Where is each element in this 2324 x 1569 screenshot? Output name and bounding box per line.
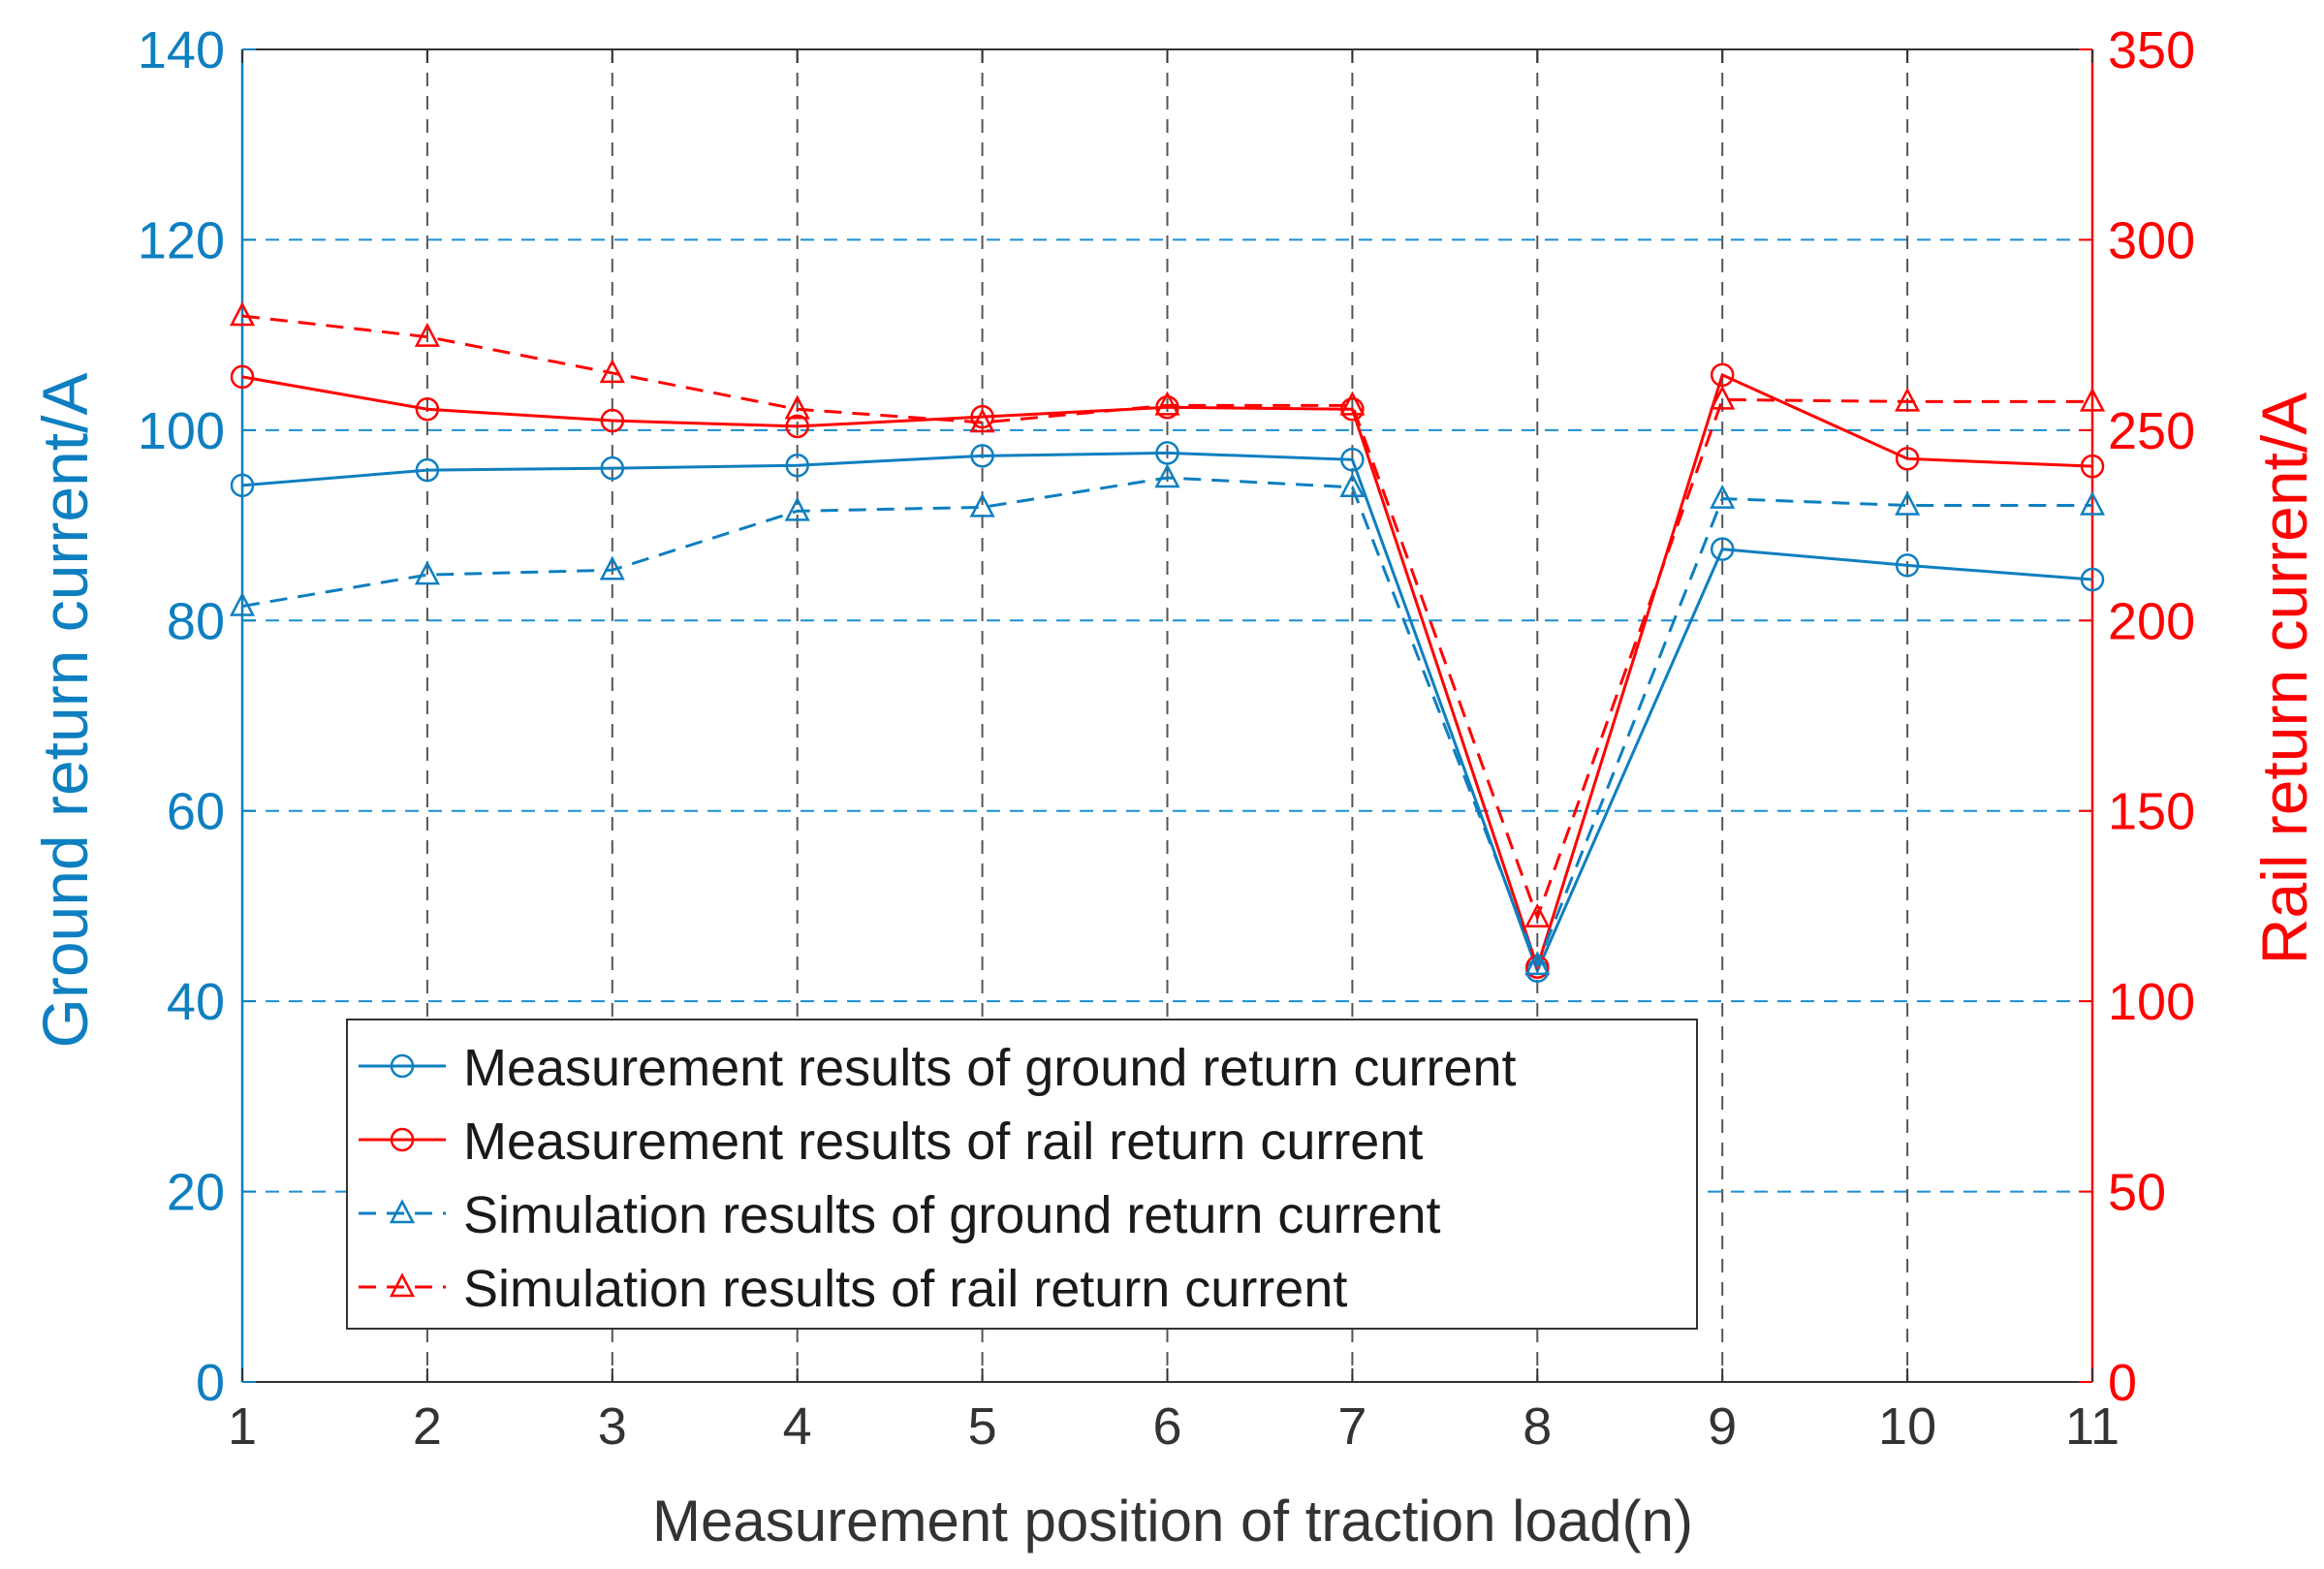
left-y-tick-label: 80 — [167, 592, 225, 650]
circle-marker — [1525, 955, 1550, 980]
right-y-tick-label: 50 — [2108, 1164, 2166, 1222]
triangle-marker — [389, 1199, 416, 1224]
triangle-marker — [2079, 387, 2106, 412]
circle-marker — [2080, 454, 2105, 479]
triangle-marker — [1154, 463, 1180, 488]
circle-marker — [1340, 397, 1365, 422]
circle-marker — [970, 444, 994, 468]
right-y-tick-label: 350 — [2108, 21, 2195, 79]
circle-marker — [785, 453, 809, 478]
circle-marker — [1895, 447, 1920, 471]
series-line — [241, 372, 2093, 972]
series — [229, 301, 2106, 983]
circle-marker — [230, 473, 255, 498]
triangle-marker — [599, 555, 625, 581]
legend-label: Measurement results of ground return cur… — [463, 1039, 1517, 1097]
circle-marker — [785, 414, 809, 439]
x-tick-label: 3 — [598, 1397, 627, 1456]
triangle-marker — [2079, 490, 2106, 516]
triangle-marker — [784, 496, 810, 521]
triangle-marker — [1895, 387, 1921, 412]
right-y-tick-label: 200 — [2108, 592, 2195, 650]
circle-marker — [415, 457, 440, 483]
circle-marker — [390, 1127, 415, 1152]
axes: 1 2 3 4 5 6 7 8 9 10 11020406080100120140050100150… — [138, 21, 2195, 1456]
legend-label: Simulation results of rail return curren… — [463, 1260, 1347, 1318]
triangle-marker — [229, 301, 256, 327]
series-3 — [229, 463, 2106, 976]
x-tick-label: 9 — [1708, 1397, 1737, 1456]
left-y-axis-label: Ground return current/A — [29, 373, 101, 1049]
triangle-marker — [784, 394, 810, 420]
circle-marker — [1710, 537, 1735, 561]
right-y-tick-label: 100 — [2108, 973, 2195, 1031]
triangle-marker — [414, 322, 440, 347]
right-y-axis-label: Rail return current/A — [2248, 392, 2320, 965]
series-2 — [230, 362, 2105, 980]
circle-marker — [600, 455, 625, 481]
legend-label: Measurement results of rail return curre… — [463, 1113, 1423, 1171]
triangle-marker — [1895, 490, 1921, 516]
right-y-tick-label: 250 — [2108, 402, 2195, 460]
left-y-tick-label: 0 — [196, 1354, 225, 1412]
left-y-tick-label: 140 — [138, 21, 225, 79]
left-y-tick-label: 60 — [167, 783, 225, 841]
triangle-marker — [1154, 391, 1180, 416]
series-4 — [229, 301, 2106, 927]
x-tick-label: 10 — [1878, 1397, 1936, 1456]
legend-box — [346, 1019, 1698, 1330]
x-tick-label: 4 — [783, 1397, 812, 1456]
triangle-marker — [969, 492, 995, 518]
right-y-tick-label: 300 — [2108, 211, 2195, 269]
x-axis-label: Measurement position of traction load(n) — [652, 1489, 1693, 1553]
triangle-marker — [599, 359, 625, 384]
series-line — [241, 451, 2093, 975]
x-tick-label: 5 — [968, 1397, 997, 1456]
triangle-marker — [969, 408, 995, 433]
triangle-marker — [389, 1272, 416, 1298]
legend: Measurement results of ground return cur… — [346, 1019, 1698, 1330]
circle-marker — [2080, 567, 2105, 592]
right-y-tick-label: 0 — [2108, 1354, 2137, 1412]
triangle-marker — [1524, 903, 1551, 927]
x-tick-label: 11 — [2065, 1397, 2120, 1456]
circle-marker — [230, 364, 255, 390]
right-y-tick-label: 150 — [2108, 783, 2195, 841]
circle-marker — [1155, 395, 1179, 420]
triangle-marker — [1339, 391, 1366, 416]
triangle-marker — [1524, 951, 1551, 976]
triangle-marker — [1710, 484, 1736, 509]
circle-marker — [415, 397, 440, 422]
left-y-tick-label: 20 — [167, 1164, 225, 1222]
grid — [242, 49, 2092, 1382]
circle-marker — [390, 1053, 415, 1079]
circle-marker — [600, 408, 625, 433]
triangle-marker — [1339, 473, 1366, 498]
triangle-marker — [1710, 385, 1736, 410]
left-y-tick-label: 120 — [138, 211, 225, 269]
x-tick-label: 6 — [1152, 1397, 1181, 1456]
series-line — [241, 314, 2092, 923]
x-tick-label: 2 — [413, 1397, 442, 1456]
circle-marker — [1895, 553, 1920, 578]
series-line — [241, 476, 2092, 969]
x-tick-label: 1 — [228, 1397, 257, 1456]
left-y-tick-label: 40 — [167, 973, 225, 1031]
legend-label: Simulation results of ground return curr… — [463, 1186, 1441, 1244]
x-tick-label: 7 — [1337, 1397, 1366, 1456]
circle-marker — [1340, 448, 1365, 472]
triangle-marker — [229, 591, 256, 616]
triangle-marker — [414, 560, 440, 585]
circle-marker — [970, 404, 994, 429]
left-y-tick-label: 100 — [138, 402, 225, 460]
x-tick-label: 8 — [1523, 1397, 1552, 1456]
